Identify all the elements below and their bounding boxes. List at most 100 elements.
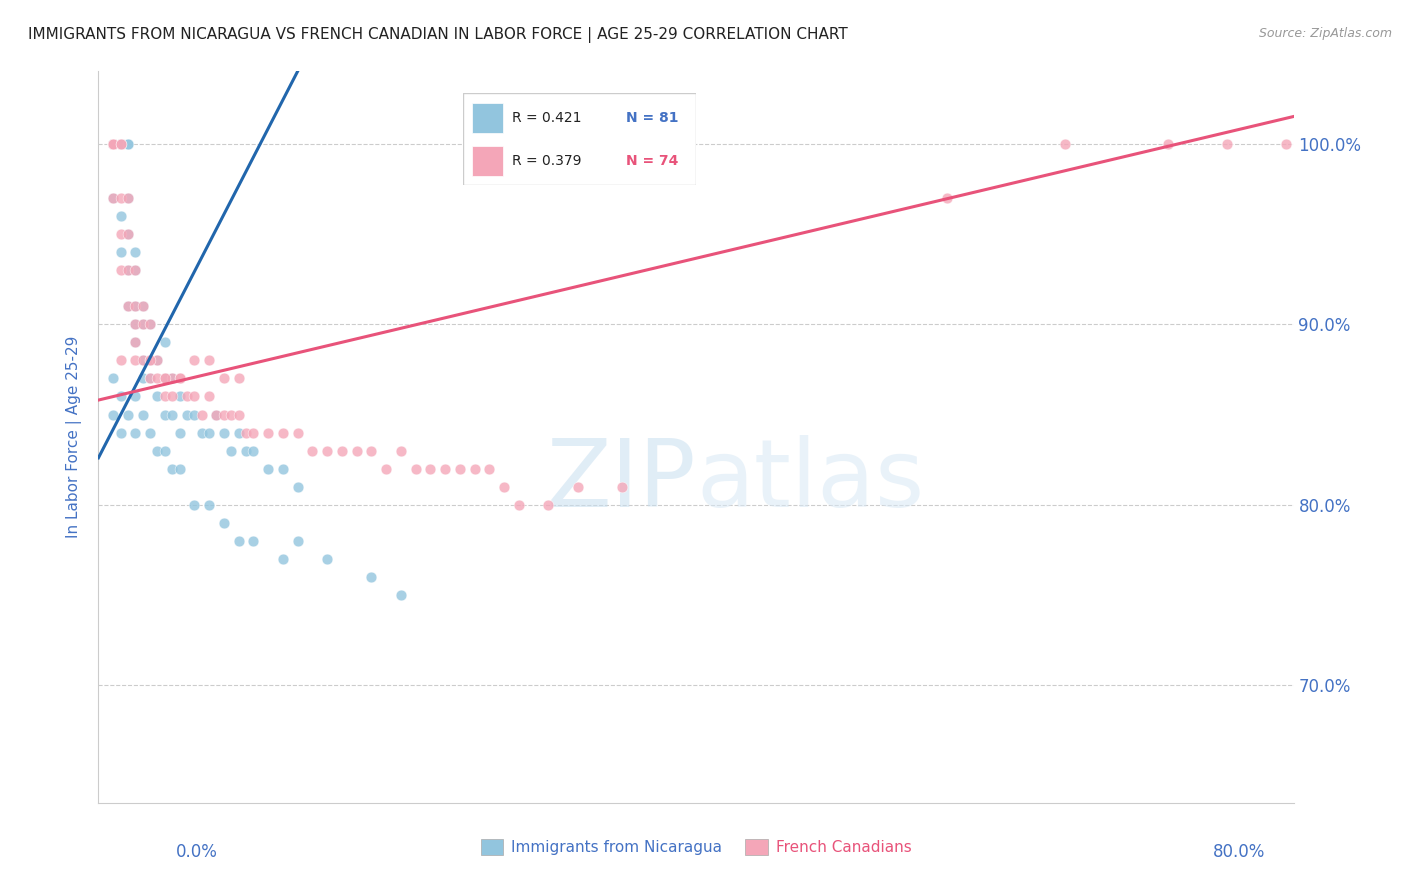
- Point: [316, 552, 339, 566]
- Point: [449, 461, 471, 475]
- Point: [271, 425, 294, 440]
- Point: [228, 408, 250, 422]
- Point: [139, 317, 162, 331]
- Point: [235, 425, 257, 440]
- Point: [346, 443, 368, 458]
- Point: [537, 498, 560, 512]
- Point: [287, 480, 309, 494]
- Point: [124, 353, 146, 368]
- Point: [101, 136, 124, 151]
- Point: [139, 353, 162, 368]
- Point: [935, 191, 957, 205]
- Point: [330, 443, 353, 458]
- Point: [169, 389, 191, 403]
- Point: [146, 353, 169, 368]
- Point: [219, 408, 242, 422]
- Point: [101, 136, 124, 151]
- Point: [110, 136, 132, 151]
- Point: [198, 498, 221, 512]
- Point: [124, 335, 146, 350]
- Point: [271, 552, 294, 566]
- Point: [1053, 136, 1076, 151]
- Point: [183, 408, 205, 422]
- Point: [124, 335, 146, 350]
- Point: [301, 443, 323, 458]
- Point: [494, 480, 516, 494]
- Point: [257, 425, 280, 440]
- Point: [101, 408, 124, 422]
- Point: [169, 371, 191, 385]
- Point: [212, 371, 235, 385]
- Point: [101, 136, 124, 151]
- Point: [153, 371, 176, 385]
- Point: [101, 191, 124, 205]
- Point: [110, 263, 132, 277]
- Point: [198, 425, 221, 440]
- Point: [205, 408, 228, 422]
- Point: [110, 136, 132, 151]
- Point: [117, 263, 139, 277]
- Point: [228, 533, 250, 548]
- Point: [139, 353, 162, 368]
- Point: [101, 191, 124, 205]
- Point: [101, 136, 124, 151]
- Point: [124, 299, 146, 313]
- Point: [131, 299, 153, 313]
- Point: [124, 317, 146, 331]
- Point: [160, 461, 183, 475]
- Point: [101, 371, 124, 385]
- Point: [257, 461, 280, 475]
- Point: [198, 389, 221, 403]
- Point: [117, 191, 139, 205]
- Point: [183, 353, 205, 368]
- Point: [190, 408, 212, 422]
- Point: [101, 136, 124, 151]
- Legend: Immigrants from Nicaragua, French Canadians: Immigrants from Nicaragua, French Canadi…: [474, 833, 918, 861]
- Point: [508, 498, 530, 512]
- Point: [464, 461, 486, 475]
- Point: [101, 136, 124, 151]
- Point: [117, 136, 139, 151]
- Point: [101, 136, 124, 151]
- Text: ZIP: ZIP: [547, 435, 696, 527]
- Point: [124, 425, 146, 440]
- Text: atlas: atlas: [696, 435, 924, 527]
- Point: [153, 371, 176, 385]
- Point: [117, 136, 139, 151]
- Point: [124, 263, 146, 277]
- Point: [139, 425, 162, 440]
- Point: [190, 425, 212, 440]
- Point: [1275, 136, 1298, 151]
- Point: [110, 209, 132, 223]
- Point: [419, 461, 441, 475]
- Point: [124, 389, 146, 403]
- Point: [271, 461, 294, 475]
- Point: [101, 136, 124, 151]
- Point: [146, 443, 169, 458]
- Point: [242, 533, 264, 548]
- Point: [110, 353, 132, 368]
- Point: [110, 136, 132, 151]
- Point: [205, 408, 228, 422]
- Point: [212, 425, 235, 440]
- Point: [405, 461, 427, 475]
- Point: [183, 498, 205, 512]
- Point: [101, 136, 124, 151]
- Point: [131, 317, 153, 331]
- Point: [146, 389, 169, 403]
- Point: [434, 461, 457, 475]
- Point: [139, 371, 162, 385]
- Point: [117, 227, 139, 241]
- Point: [153, 371, 176, 385]
- Point: [131, 353, 153, 368]
- Point: [101, 136, 124, 151]
- Point: [110, 136, 132, 151]
- Point: [176, 389, 198, 403]
- Point: [124, 244, 146, 259]
- Point: [131, 408, 153, 422]
- Point: [183, 389, 205, 403]
- Point: [110, 227, 132, 241]
- Point: [139, 371, 162, 385]
- Point: [160, 389, 183, 403]
- Point: [110, 244, 132, 259]
